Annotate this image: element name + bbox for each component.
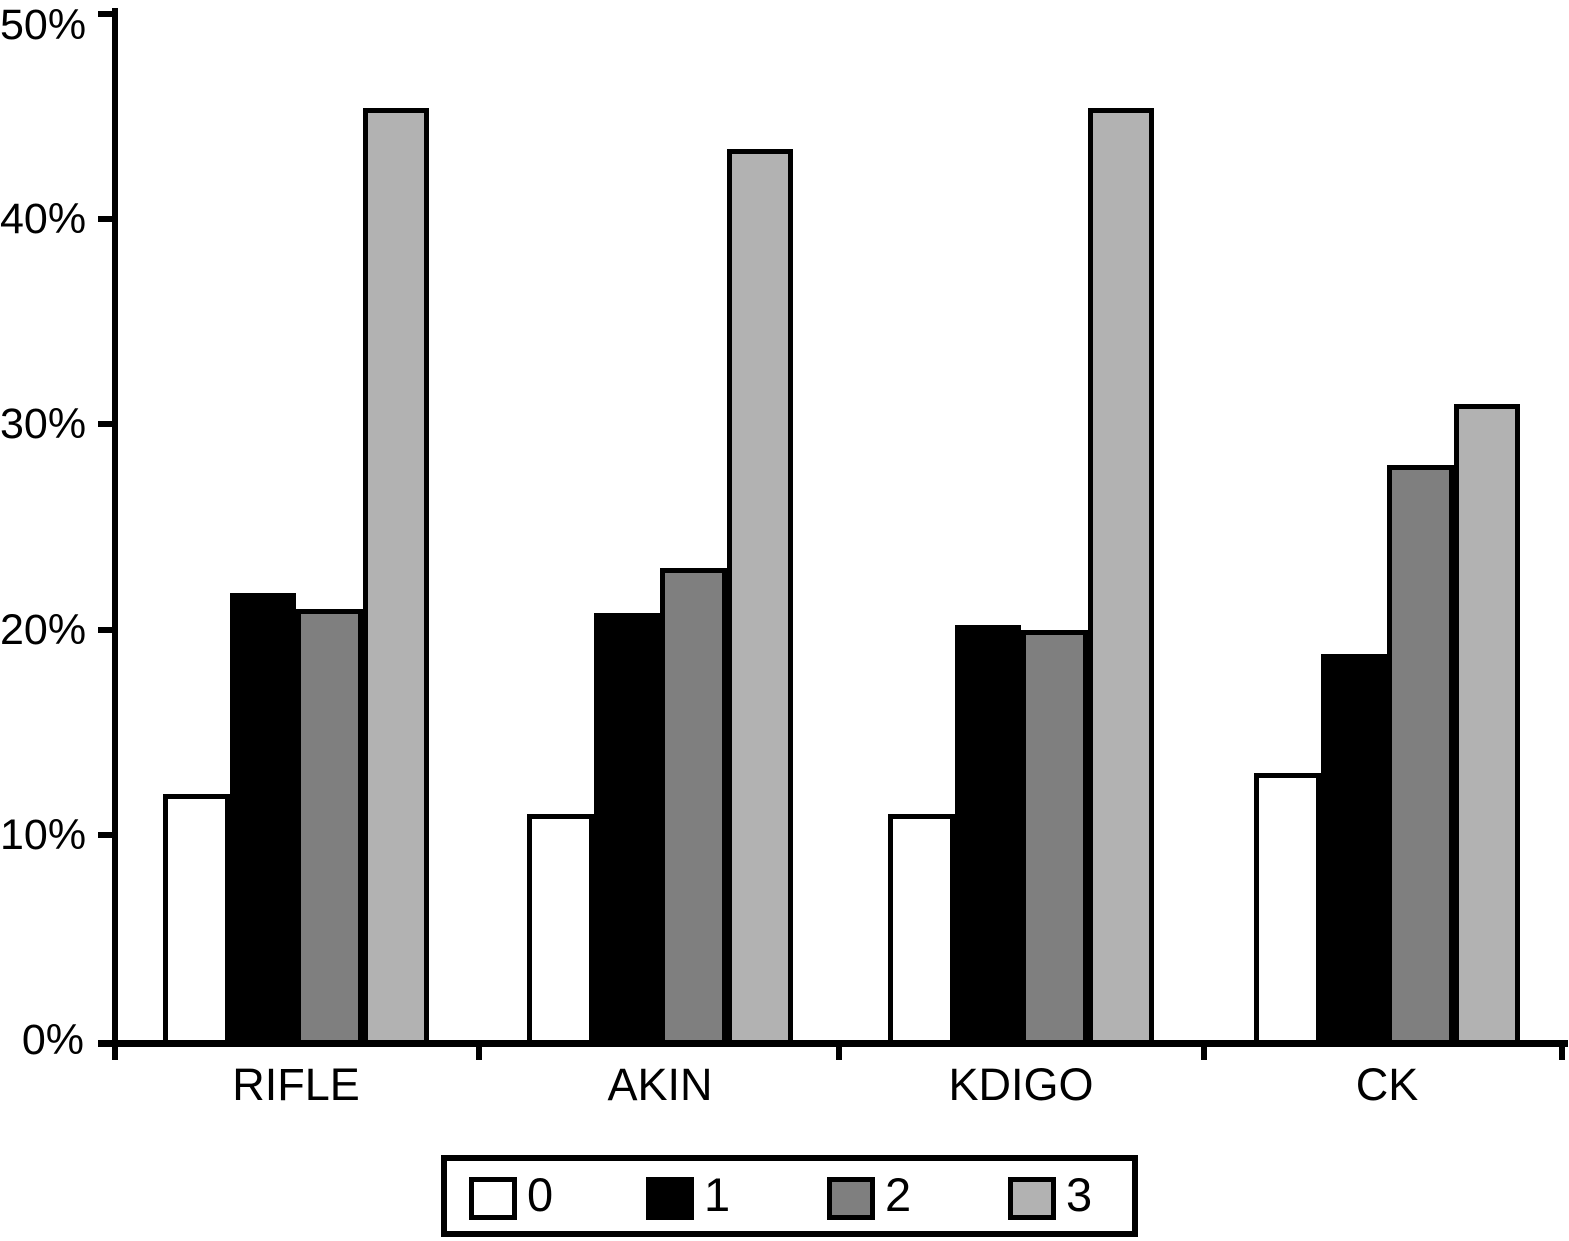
bar-akin-1 [593, 613, 660, 1045]
bar-kdigo-1 [954, 625, 1021, 1045]
x-tick [476, 1046, 482, 1060]
y-tick-label: 30% [0, 400, 87, 448]
category-label: CK [1355, 1059, 1419, 1110]
category-label: KDIGO [948, 1059, 1094, 1110]
y-tick [98, 626, 114, 633]
x-axis-line [98, 1040, 1568, 1047]
category-label: RIFLE [232, 1059, 360, 1110]
x-tick [1201, 1046, 1207, 1060]
y-tick [98, 216, 114, 223]
legend-swatch-1 [646, 1177, 694, 1220]
bar-rifle-1 [229, 593, 296, 1045]
bar-ck-0 [1254, 773, 1321, 1045]
y-tick-label: 0% [21, 1016, 84, 1064]
y-tick [98, 831, 114, 838]
y-axis-line [112, 8, 118, 1060]
x-tick [836, 1046, 842, 1060]
legend-swatch-3 [1008, 1177, 1056, 1220]
category-label: AKIN [607, 1059, 713, 1110]
y-tick-label: 20% [0, 606, 87, 654]
x-tick [1559, 1046, 1565, 1060]
y-tick [98, 421, 114, 428]
bar-rifle-2 [296, 609, 363, 1045]
legend-swatch-2 [827, 1177, 875, 1220]
bar-ck-1 [1320, 654, 1387, 1045]
bar-kdigo-0 [888, 814, 955, 1045]
bar-kdigo-2 [1021, 630, 1088, 1045]
y-tick-label: 10% [0, 811, 87, 859]
y-tick-label: 50% [0, 1, 87, 49]
legend-label: 3 [1066, 1168, 1093, 1221]
y-tick [98, 11, 114, 17]
legend: 0 1 2 3 [441, 1155, 1138, 1237]
legend-label: 2 [885, 1168, 912, 1221]
bar-rifle-3 [362, 108, 429, 1045]
bar-akin-2 [660, 568, 727, 1045]
bar-ck-3 [1453, 404, 1520, 1045]
legend-label: 0 [527, 1168, 554, 1221]
bar-kdigo-3 [1087, 108, 1154, 1045]
y-tick-label: 40% [0, 195, 87, 243]
legend-label: 1 [704, 1168, 731, 1221]
bar-akin-3 [726, 149, 793, 1045]
legend-swatch-0 [469, 1177, 517, 1220]
bar-akin-0 [527, 814, 594, 1045]
bar-rifle-0 [163, 794, 230, 1045]
bar-ck-2 [1387, 465, 1454, 1045]
